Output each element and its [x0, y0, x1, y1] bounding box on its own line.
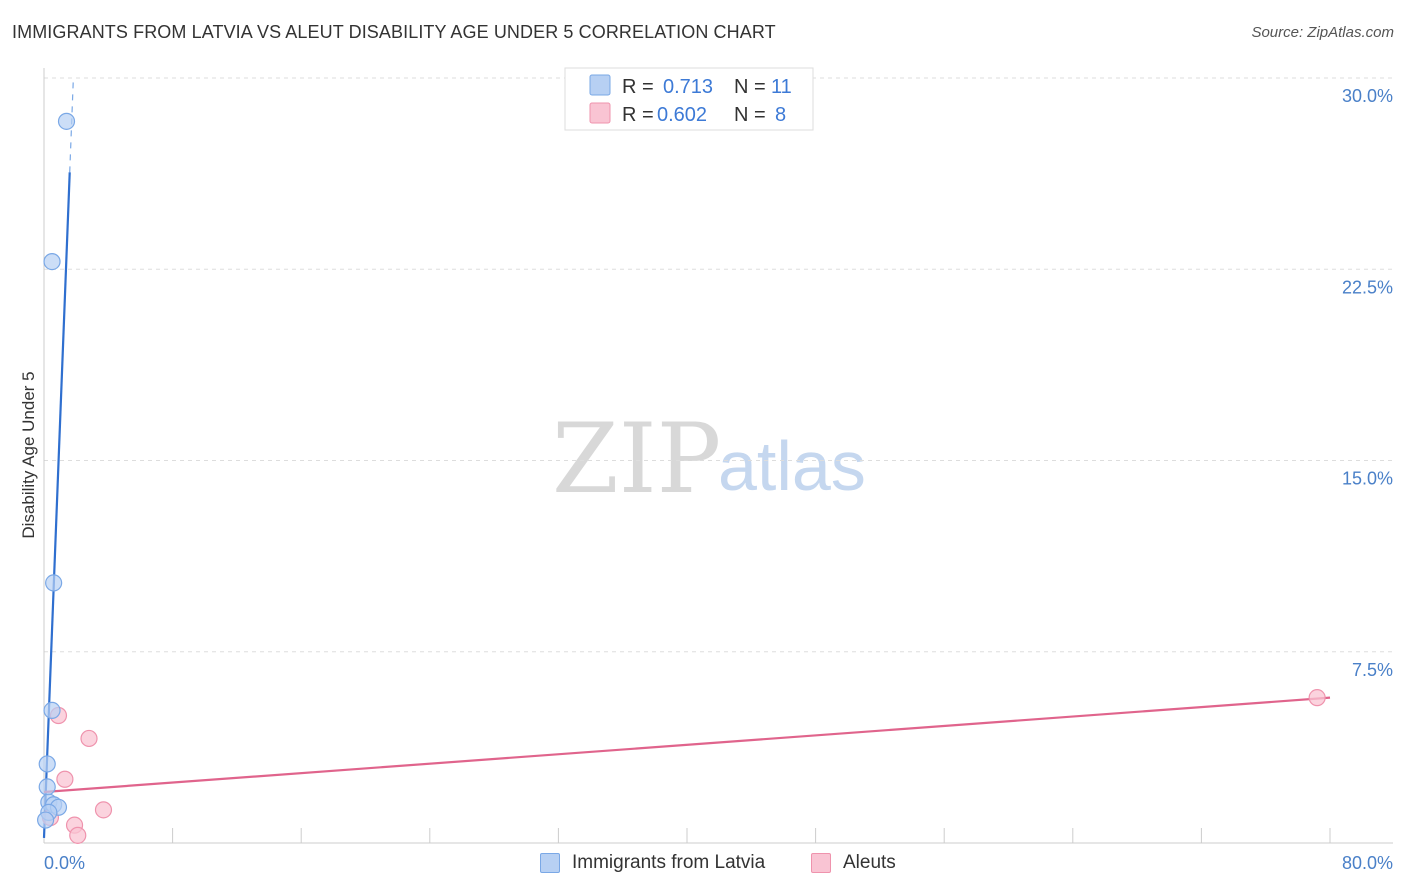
trend-lines	[42, 77, 1331, 838]
chart-title: IMMIGRANTS FROM LATVIA VS ALEUT DISABILI…	[12, 22, 776, 42]
watermark-atlas: atlas	[718, 427, 866, 505]
data-points	[37, 112, 1326, 844]
watermark-zip: ZIP	[552, 403, 721, 515]
legend-n-value-aleuts: 8	[775, 104, 786, 126]
data-point-latvia[interactable]	[57, 112, 76, 130]
data-point-aleuts[interactable]	[1308, 689, 1326, 707]
legend-swatch-aleuts-bottom	[811, 853, 831, 873]
trend-line-latvia	[42, 172, 71, 838]
y-tick-labels: 7.5% 15.0% 22.5% 30.0%	[1342, 86, 1393, 680]
trend-line-latvia-extension	[69, 77, 74, 173]
legend-r-label-latvia: R =	[622, 76, 654, 98]
data-point-aleuts[interactable]	[94, 801, 113, 819]
data-point-aleuts[interactable]	[56, 770, 74, 788]
y-tick-label: 15.0%	[1342, 469, 1393, 489]
legend-item-aleuts[interactable]: Aleuts	[811, 852, 896, 874]
y-tick-label: 7.5%	[1352, 660, 1393, 680]
legend-label-latvia: Immigrants from Latvia	[572, 852, 766, 873]
axes	[43, 68, 1393, 844]
legend-n-label-latvia: N =	[734, 76, 766, 98]
legend-n-label-aleuts: N =	[734, 104, 766, 126]
legend-swatch-latvia-bottom	[540, 853, 560, 873]
legend-r-value-aleuts: 0.602	[657, 104, 707, 126]
legend-swatch-aleuts	[589, 102, 611, 124]
top-legend: R = 0.713 N = 11 R = 0.602 N = 8	[564, 67, 814, 131]
data-point-latvia[interactable]	[37, 811, 55, 829]
y-tick-label: 22.5%	[1342, 277, 1393, 297]
y-axis-label: Disability Age Under 5	[19, 371, 38, 538]
data-point-aleuts[interactable]	[69, 826, 87, 844]
legend-item-latvia[interactable]: Immigrants from Latvia	[540, 852, 765, 874]
x-tick-label-min: 0.0%	[44, 853, 85, 873]
data-point-latvia[interactable]	[45, 574, 63, 592]
source-label: Source: ZipAtlas.com	[1251, 24, 1394, 41]
data-point-latvia[interactable]	[43, 253, 61, 271]
trend-line-aleuts	[43, 696, 1331, 794]
bottom-legend: Immigrants from Latvia Aleuts	[0, 852, 1406, 878]
data-point-latvia[interactable]	[38, 778, 56, 796]
y-tick-label: 30.0%	[1342, 86, 1393, 106]
grid-lines	[44, 77, 1393, 843]
x-tick-label-max: 80.0%	[1342, 853, 1393, 873]
legend-n-value-latvia: 11	[771, 76, 792, 98]
data-point-aleuts[interactable]	[80, 729, 98, 748]
data-point-latvia[interactable]	[43, 701, 61, 720]
legend-swatch-latvia	[589, 74, 611, 96]
legend-r-label-aleuts: R =	[622, 104, 654, 126]
legend-label-aleuts: Aleuts	[843, 852, 896, 873]
data-point-latvia[interactable]	[38, 755, 56, 773]
x-tick-labels: 0.0% 80.0%	[44, 853, 1393, 873]
legend-r-value-latvia: 0.713	[663, 76, 713, 98]
